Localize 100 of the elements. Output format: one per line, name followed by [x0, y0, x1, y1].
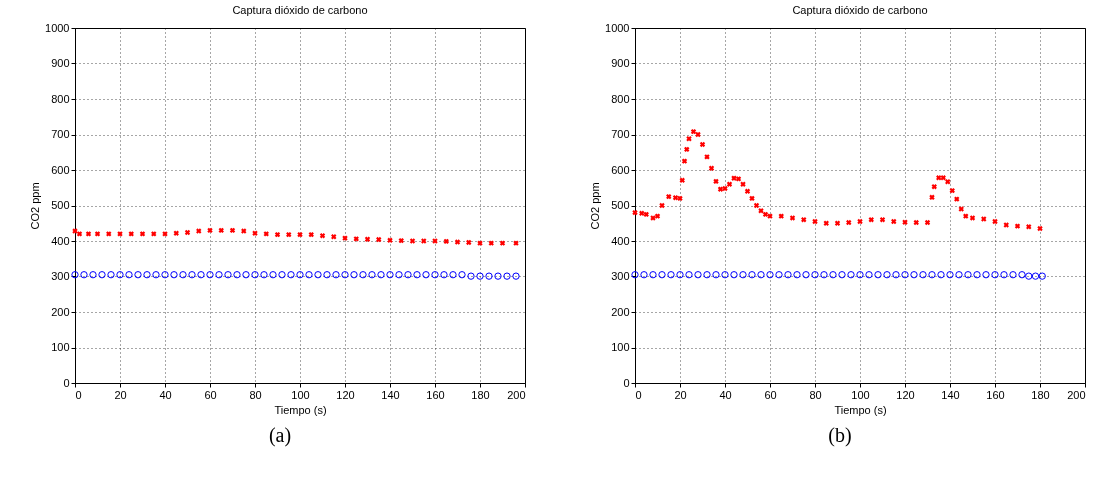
point: [512, 272, 520, 280]
x-tick-label: 80: [249, 388, 262, 401]
y-tick-label: 500: [611, 199, 630, 211]
point: [269, 271, 277, 279]
point: [170, 271, 178, 279]
point: [353, 236, 359, 242]
point: [395, 271, 403, 279]
point: [80, 271, 88, 279]
point: [440, 271, 448, 279]
point: [341, 271, 349, 279]
y-tick-label: 800: [611, 92, 630, 105]
point: [386, 271, 394, 279]
point: [106, 231, 112, 237]
point: [485, 272, 493, 280]
point: [364, 236, 371, 242]
point: [107, 271, 115, 279]
point: [409, 238, 416, 244]
x-tick-label: 60: [204, 388, 217, 401]
point: [134, 271, 142, 279]
x-tick-label: 60: [764, 388, 777, 401]
point: [215, 271, 223, 279]
x-axis-title: Tiempo (s): [834, 403, 887, 416]
y-tick-label: 1000: [605, 21, 630, 34]
point: [359, 271, 367, 279]
x-tick-label: 120: [336, 388, 355, 401]
point: [125, 271, 133, 279]
point: [443, 238, 449, 245]
point: [458, 271, 466, 279]
point: [241, 228, 247, 234]
y-tick-label: 300: [611, 270, 630, 282]
point: [476, 272, 484, 280]
point: [197, 271, 205, 279]
point: [466, 239, 472, 246]
x-axis-title: Tiempo (s): [274, 403, 327, 416]
y-tick-label: 900: [611, 57, 630, 69]
x-tick-label: 160: [426, 388, 445, 401]
x-tick-label: 120: [896, 388, 915, 401]
point: [196, 228, 202, 234]
x-tick-label: 20: [674, 388, 687, 401]
point: [287, 271, 295, 279]
y-tick-label: 0: [623, 376, 630, 389]
point: [467, 272, 475, 280]
y-tick-label: 200: [51, 305, 70, 318]
point: [128, 231, 134, 237]
point: [242, 271, 250, 279]
point: [449, 271, 457, 279]
x-tick-label: 40: [719, 388, 732, 401]
point: [314, 271, 322, 279]
point: [151, 231, 157, 237]
point: [252, 230, 258, 236]
point: [503, 272, 511, 280]
text: (a): [268, 424, 292, 447]
point: [251, 271, 259, 279]
y-axis-title: CO2 ppm: [589, 182, 602, 230]
point: [377, 271, 385, 279]
point: [224, 271, 232, 279]
y-tick-label: 500: [51, 199, 70, 211]
point: [308, 231, 314, 238]
text: (b): [828, 424, 852, 447]
point: [488, 240, 494, 246]
y-tick-label: 600: [51, 163, 70, 176]
point: [85, 231, 92, 237]
point: [76, 231, 83, 237]
x-tick-label: 0: [635, 388, 642, 401]
x-tick-label: 80: [809, 388, 822, 401]
point: [404, 271, 412, 279]
y-tick-label: 400: [611, 234, 630, 247]
y-tick-label: 100: [611, 341, 630, 353]
point: [422, 271, 430, 279]
y-tick-label: 200: [611, 305, 630, 318]
point: [179, 271, 187, 279]
point: [143, 271, 151, 279]
point: [89, 271, 97, 279]
point: [376, 236, 382, 243]
x-tick-label: 200: [1067, 388, 1086, 401]
point: [305, 271, 313, 279]
chart-title: Captura dióxido de carbono: [792, 4, 928, 16]
point: [206, 271, 214, 279]
point: [368, 271, 376, 279]
point: [233, 271, 241, 279]
y-tick-label: 100: [51, 341, 70, 353]
point: [229, 227, 236, 234]
y-tick-label: 700: [611, 128, 630, 140]
point: [499, 240, 506, 246]
point: [260, 271, 268, 279]
x-tick-label: 180: [1031, 388, 1050, 401]
x-tick-label: 200: [507, 388, 526, 401]
point: [188, 271, 196, 279]
point: [286, 231, 292, 238]
point: [331, 234, 337, 240]
y-axis-title: CO2 ppm: [29, 182, 42, 230]
point: [98, 271, 106, 279]
point: [350, 271, 358, 279]
point: [297, 231, 303, 238]
point: [116, 271, 124, 279]
x-tick-label: 100: [291, 388, 310, 401]
y-tick-label: 800: [51, 92, 70, 105]
point: [173, 230, 179, 236]
point: [263, 231, 269, 237]
point: [319, 232, 326, 239]
